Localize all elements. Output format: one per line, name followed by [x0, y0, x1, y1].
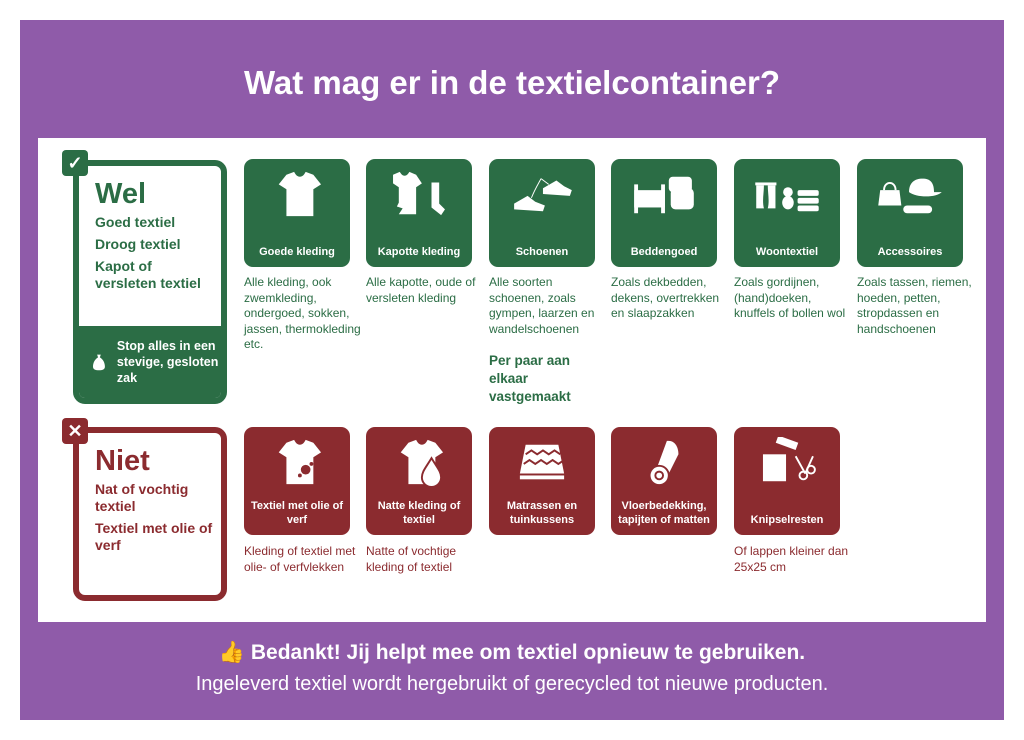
poster: Wat mag er in de textielcontainer? ✓ Wel… [20, 20, 1004, 720]
tile-label: Schoenen [515, 246, 569, 258]
tshirt-icon [278, 171, 322, 217]
wel-box: Wel Goed textiel Droog textiel Kapot of … [73, 160, 227, 404]
schoenen-note: Per paar aan elkaar vastgemaakt [489, 353, 571, 404]
tile-label: Vloerbedekking, tapijten of matten [618, 500, 710, 526]
content-panel: ✓ Wel Goed textiel Droog textiel Kapot o… [38, 138, 986, 622]
tile-woontextiel: Woontextiel [734, 159, 840, 267]
tile-natte-kleding-of-textiel: Natte kleding of textiel [366, 427, 472, 535]
niet-box: Niet Nat of vochtig textiel Textiel met … [73, 427, 227, 601]
tile-label: Kapotte kleding [377, 246, 461, 258]
niet-item: Nat of vochtig textiel [95, 481, 189, 514]
tile-label: Natte kleding of textiel [377, 500, 461, 526]
niet-item: Textiel met olie of verf [95, 520, 213, 553]
rug-roll-icon [648, 440, 679, 487]
bag-icon [93, 354, 105, 371]
stained-shirt-icon [278, 439, 322, 485]
wel-item: Droog textiel [95, 236, 181, 252]
page-title: Wat mag er in de textielcontainer? [243, 64, 781, 101]
tile-description: Kleding of textiel met olie- of verfvlek… [244, 544, 356, 574]
tile-label: Woontextiel [755, 246, 819, 258]
tile-label: Matrassen en tuinkussens [506, 500, 578, 526]
tile-knipselresten: Knipselresten [734, 427, 840, 535]
tile-description: Zoals gordijnen, (hand)doeken, knuffels … [734, 275, 846, 320]
tile-label: Beddengoed [630, 246, 698, 258]
bed-pillows-icon [634, 176, 694, 214]
niet-heading: Niet [95, 445, 150, 477]
tile-textiel-met-olie-of-verf: Textiel met olie of verf [244, 427, 350, 535]
footer-line1: Bedankt! Jij helpt mee om textiel opnieu… [250, 641, 806, 664]
bag-instruction: Stop alles in een stevige, gesloten zak [79, 326, 221, 398]
tile-description: Natte of vochtige kleding of textiel [366, 544, 457, 574]
scraps-scissors-icon [762, 437, 816, 482]
tile-description: Alle soorten schoenen, zoals gympen, laa… [489, 275, 595, 336]
tile-label: Knipselresten [750, 514, 824, 526]
torn-shirt-sock-icon [393, 171, 445, 216]
wel-heading: Wel [95, 178, 147, 210]
tile-label: Accessoires [877, 246, 943, 258]
check-icon: ✓ [62, 150, 88, 176]
tile-label: Textiel met olie of verf [250, 500, 344, 526]
tile-description: Alle kapotte, oude of versleten kleding [366, 275, 476, 305]
footer-line2: Ingeleverd textiel wordt hergebruikt of … [195, 673, 829, 695]
shoes-icon [514, 178, 572, 212]
wet-shirt-icon [400, 439, 444, 487]
wel-item: Kapot of versleten textiel [95, 258, 201, 291]
tile-description: Alle kleding, ook zwemkleding, ondergoed… [244, 275, 361, 351]
bag-hat-belt-icon [878, 178, 942, 214]
curtains-teddy-towels-icon [755, 182, 819, 212]
tile-kapotte-kleding: Kapotte kleding [366, 159, 472, 267]
mattress-icon [519, 444, 565, 480]
tile-beddengoed: Beddengoed [611, 159, 717, 267]
wel-list: Wel Goed textiel Droog textiel Kapot of … [79, 166, 221, 326]
tile-description: Zoals dekbedden, dekens, overtrekken en … [611, 275, 720, 320]
tile-vloerbedekking-tapijten-of-matten: Vloerbedekking, tapijten of matten [611, 427, 717, 535]
wel-item: Goed textiel [95, 214, 176, 230]
tile-label: Goede kleding [259, 246, 335, 258]
tile-matrassen-en-tuinkussens: Matrassen en tuinkussens [489, 427, 595, 535]
x-icon: ✕ [62, 418, 88, 444]
tile-goede-kleding: Goede kleding [244, 159, 350, 267]
footer-thanks: 👍 Bedankt! Jij helpt mee om textiel opni… [20, 640, 1004, 666]
tile-description: Zoals tassen, riemen, hoeden, petten, st… [857, 275, 972, 336]
tile-accessoires: Accessoires [857, 159, 963, 267]
thumbs-up-icon: 👍 [218, 641, 246, 664]
bag-text: Stop alles in een stevige, gesloten zak [116, 339, 219, 385]
tile-schoenen: Schoenen [489, 159, 595, 267]
tile-description: Of lappen kleiner dan 25x25 cm [734, 544, 849, 574]
